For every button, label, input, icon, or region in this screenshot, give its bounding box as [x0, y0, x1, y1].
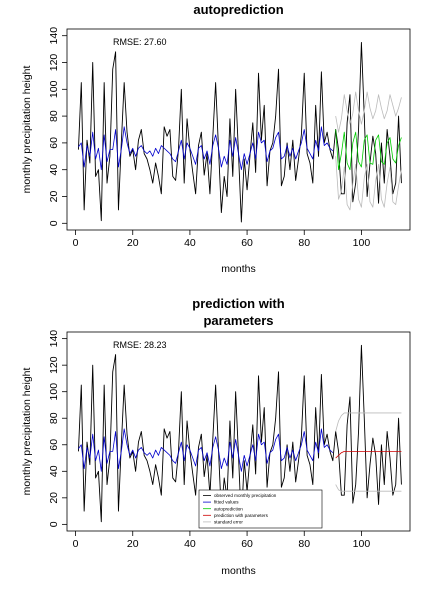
series-line-fitted [78, 126, 334, 171]
legend-entry-label: fitted values [214, 500, 239, 505]
y-axis-label: monthly precipitation height [21, 368, 33, 496]
x-tick-label: 0 [73, 237, 79, 249]
rmse-annotation: RMSE: 27.60 [113, 37, 167, 47]
series-line-observed [77, 344, 402, 524]
plot-frame [66, 331, 411, 532]
legend-box [198, 489, 323, 529]
y-tick-label: 40 [48, 164, 60, 176]
plot-frame [66, 28, 411, 231]
series-line-se_lower [335, 484, 402, 492]
x-tick-label: 40 [184, 237, 196, 249]
x-axis-label: months [221, 565, 255, 577]
y-tick-label: 120 [48, 54, 60, 72]
series-line-se_upper [335, 412, 402, 432]
chart-title: autoprediction [193, 2, 283, 17]
x-tick-label: 0 [73, 538, 79, 550]
x-tick-label: 40 [184, 538, 196, 550]
y-tick-label: 140 [48, 330, 60, 348]
series-line-se_lower [335, 156, 402, 211]
x-tick-label: 80 [298, 538, 310, 550]
series-group [77, 344, 402, 524]
legend-entry-label: autoprediction [214, 506, 243, 511]
chart-title-line: prediction with [192, 296, 285, 311]
x-tick-label: 60 [241, 538, 253, 550]
y-tick-label: 20 [48, 191, 60, 203]
series-line-observed [77, 41, 402, 223]
series-line-se_upper [335, 91, 402, 133]
y-tick-label: 60 [48, 137, 60, 149]
x-tick-label: 100 [353, 237, 371, 249]
x-tick-label: 80 [298, 237, 310, 249]
y-tick-label: 80 [48, 412, 60, 424]
chart-1: prediction with parameters 0 20 40 60 80 100 0 20… [21, 296, 411, 577]
y-tick-label: 40 [48, 465, 60, 477]
y-tick-label: 120 [48, 356, 60, 374]
y-tick-label: 100 [48, 383, 60, 401]
y-tick-label: 80 [48, 110, 60, 122]
x-tick-label: 60 [241, 237, 253, 249]
y-tick-label: 0 [48, 521, 60, 527]
series-line-fitted [78, 428, 334, 472]
legend-entry-label: standard error [214, 520, 243, 525]
legend-entry-label: prediction with parameters [214, 513, 269, 518]
x-tick-label: 20 [127, 538, 139, 550]
series-line-prediction_params [335, 450, 402, 459]
y-tick-label: 60 [48, 439, 60, 451]
rmse-annotation: RMSE: 28.23 [113, 340, 167, 350]
x-tick-label: 20 [127, 237, 139, 249]
chart-title-line: parameters [203, 313, 273, 328]
chart-0: autoprediction 0 20 40 60 80 100 0 20 40 60 80 100 12… [21, 2, 411, 275]
y-tick-label: 0 [48, 220, 60, 226]
y-tick-label: 140 [48, 27, 60, 45]
y-tick-label: 100 [48, 80, 60, 98]
series-group [77, 41, 402, 223]
x-axis-label: months [221, 263, 255, 275]
legend-entry-label: observed monthly precipitation [214, 493, 277, 498]
series-line-autoprediction [335, 129, 402, 171]
y-tick-label: 20 [48, 492, 60, 504]
legend: observed monthly precipitation fitted val… [198, 489, 323, 529]
x-tick-label: 100 [353, 538, 371, 550]
y-axis-label: monthly precipitation height [21, 66, 33, 194]
